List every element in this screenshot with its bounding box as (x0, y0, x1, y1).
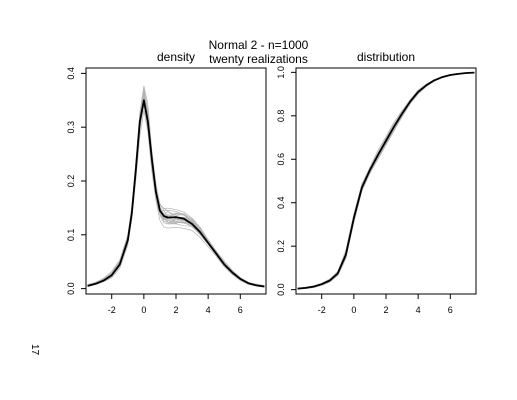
realization-line (87, 104, 265, 288)
realization-line (297, 72, 475, 289)
realization-line (87, 104, 265, 288)
panel-title: density (157, 50, 195, 64)
realization-line (87, 89, 265, 287)
x-tick-label: 2 (173, 305, 178, 315)
y-tick-label: 0.6 (276, 153, 286, 166)
realization-line (297, 72, 475, 290)
page-number: 17 (29, 344, 40, 356)
realization-line (297, 72, 475, 289)
realization-line (87, 100, 265, 288)
realization-line (87, 88, 265, 287)
y-tick-label: 1.0 (276, 66, 286, 79)
realization-line (297, 72, 475, 289)
realization-line (297, 72, 475, 290)
y-tick-label: 0.4 (276, 196, 286, 209)
realization-line (87, 102, 265, 288)
y-tick-label: 0.0 (276, 283, 286, 296)
x-tick-label: 6 (238, 305, 243, 315)
realization-line (297, 72, 475, 289)
realization-line (87, 91, 265, 287)
y-tick-label: 0.1 (66, 229, 76, 242)
realization-line (297, 72, 475, 290)
figure-subtitle: twenty realizations (209, 52, 308, 66)
realization-line (87, 102, 265, 287)
realization-line (297, 72, 475, 290)
x-tick-label: 4 (416, 305, 421, 315)
realization-line (297, 72, 475, 289)
x-tick-label: -2 (108, 305, 116, 315)
realization-line (87, 91, 265, 287)
x-tick-label: 4 (206, 305, 211, 315)
realization-line (87, 89, 265, 287)
x-tick-label: 2 (383, 305, 388, 315)
panel-title: distribution (357, 50, 415, 64)
realization-line (87, 110, 265, 288)
realization-line (87, 92, 265, 287)
realization-line (297, 72, 475, 289)
realization-line (87, 100, 265, 287)
plot-content (87, 85, 265, 288)
realization-line (297, 72, 475, 290)
y-tick-label: 0.0 (66, 282, 76, 295)
realization-line (87, 100, 265, 288)
realization-line (87, 88, 265, 287)
realization-line (297, 72, 475, 289)
realization-line (297, 72, 475, 289)
plot-content (297, 71, 475, 290)
y-tick-label: 0.2 (276, 240, 286, 253)
realization-line (297, 72, 475, 290)
realization-line (87, 97, 265, 288)
density-panel: density -2 0 2 4 6 0.0 0.1 0.2 0.3 0.4 (66, 50, 267, 315)
y-tick-label: 0.8 (276, 110, 286, 123)
realization-line (297, 72, 475, 289)
true-curve-line (87, 99, 265, 288)
plot-frame (295, 67, 477, 295)
realization-line (297, 72, 475, 290)
realization-line (297, 72, 475, 289)
x-tick-label: 0 (351, 305, 356, 315)
y-tick-label: 0.2 (66, 175, 76, 188)
x-tick-label: 0 (141, 305, 146, 315)
realization-line (87, 85, 265, 286)
realization-line (87, 95, 265, 287)
realization-line (297, 72, 475, 289)
plot-frame (85, 67, 267, 295)
y-tick-label: 0.4 (66, 67, 76, 80)
realization-line (297, 72, 475, 289)
figure-title: Normal 2 - n=1000 (208, 38, 309, 52)
x-tick-label: -2 (318, 305, 326, 315)
realization-line (87, 105, 265, 287)
true-curve-line (297, 71, 475, 290)
realization-line (297, 72, 475, 290)
realization-line (87, 98, 265, 287)
distribution-panel: distribution -2 0 2 4 6 0.0 0.2 0.4 0.6 0.8 1.0 (276, 50, 477, 315)
x-tick-label: 6 (448, 305, 453, 315)
y-tick-label: 0.3 (66, 121, 76, 134)
